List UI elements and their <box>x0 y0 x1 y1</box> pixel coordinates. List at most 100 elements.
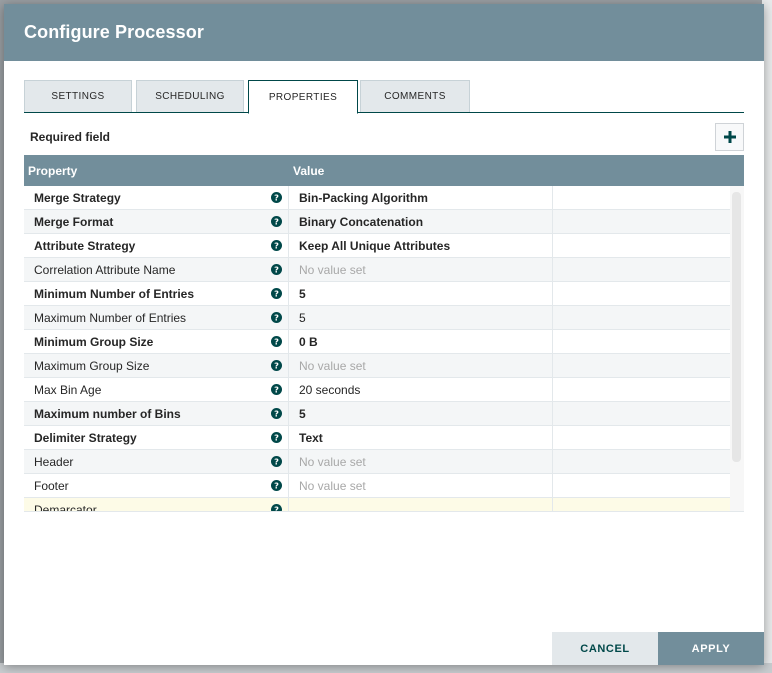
property-actions-cell <box>553 402 730 425</box>
table-row[interactable]: Attribute Strategy? Keep All Unique Attri… <box>24 234 744 258</box>
table-row[interactable]: Merge Strategy? Bin-Packing Algorithm <box>24 186 744 210</box>
table-row[interactable]: Header? No value set <box>24 450 744 474</box>
help-icon[interactable]: ? <box>271 504 282 512</box>
property-name: Delimiter Strategy <box>24 426 289 449</box>
property-name: Minimum Number of Entries <box>24 282 289 305</box>
table-row[interactable]: Delimiter Strategy? Text <box>24 426 744 450</box>
help-icon[interactable]: ? <box>271 432 282 443</box>
help-icon[interactable]: ? <box>271 480 282 491</box>
svg-text:?: ? <box>274 288 279 298</box>
tab-properties[interactable]: PROPERTIES <box>248 80 358 114</box>
add-property-button[interactable] <box>715 123 744 151</box>
property-value[interactable]: No value set <box>289 354 553 377</box>
property-value[interactable]: 5 <box>289 282 553 305</box>
background-bottom-edge <box>0 663 772 673</box>
svg-text:?: ? <box>274 432 279 442</box>
property-actions-cell <box>553 234 730 257</box>
property-name: Header <box>24 450 289 473</box>
plus-icon <box>723 131 736 143</box>
scrollbar-thumb[interactable] <box>732 192 741 462</box>
table-row[interactable]: Merge Format? Binary Concatenation <box>24 210 744 234</box>
table-row[interactable]: Maximum number of Bins? 5 <box>24 402 744 426</box>
svg-text:?: ? <box>274 216 279 226</box>
property-actions-cell <box>553 282 730 305</box>
svg-text:?: ? <box>274 408 279 418</box>
help-icon[interactable]: ? <box>271 360 282 371</box>
dialog-title: Configure Processor <box>24 22 204 42</box>
table-row[interactable]: Max Bin Age? 20 seconds <box>24 378 744 402</box>
property-name: Merge Strategy <box>24 186 289 209</box>
cancel-button[interactable]: CANCEL <box>552 632 658 665</box>
property-value[interactable]: Text <box>289 426 553 449</box>
column-header-value: Value <box>293 163 325 178</box>
table-body: Merge Strategy? Bin-Packing Algorithm Merg… <box>24 186 744 512</box>
property-value[interactable]: No value set <box>289 258 553 281</box>
table-row[interactable]: Footer? No value set <box>24 474 744 498</box>
property-actions-cell <box>553 258 730 281</box>
help-icon[interactable]: ? <box>271 312 282 323</box>
table-row[interactable]: Demarcator? <box>24 498 744 512</box>
table-row[interactable]: Maximum Group Size? No value set <box>24 354 744 378</box>
property-name: Maximum Group Size <box>24 354 289 377</box>
property-value[interactable]: No value set <box>289 450 553 473</box>
help-icon[interactable]: ? <box>271 408 282 419</box>
dialog-header: Configure Processor <box>4 4 764 61</box>
property-name: Minimum Group Size <box>24 330 289 353</box>
property-value[interactable]: 5 <box>289 402 553 425</box>
help-icon[interactable]: ? <box>271 192 282 203</box>
property-value[interactable]: Keep All Unique Attributes <box>289 234 553 257</box>
property-name: Correlation Attribute Name <box>24 258 289 281</box>
help-icon[interactable]: ? <box>271 288 282 299</box>
tab-settings[interactable]: SETTINGS <box>24 80 132 112</box>
property-name: Footer <box>24 474 289 497</box>
property-actions-cell <box>553 450 730 473</box>
property-actions-cell <box>553 426 730 449</box>
help-icon[interactable]: ? <box>271 240 282 251</box>
property-value[interactable]: 5 <box>289 306 553 329</box>
properties-table: Property Value Merge Strategy? Bin-Packin… <box>24 155 744 512</box>
help-icon[interactable]: ? <box>271 336 282 347</box>
table-header: Property Value <box>24 155 744 186</box>
property-value[interactable]: 20 seconds <box>289 378 553 401</box>
property-name: Maximum Number of Entries <box>24 306 289 329</box>
svg-text:?: ? <box>274 360 279 370</box>
svg-text:?: ? <box>274 264 279 274</box>
property-value[interactable]: Bin-Packing Algorithm <box>289 186 553 209</box>
help-icon[interactable]: ? <box>271 216 282 227</box>
property-actions-cell <box>553 474 730 497</box>
help-icon[interactable]: ? <box>271 456 282 467</box>
property-value[interactable]: Binary Concatenation <box>289 210 553 233</box>
tab-bar: SETTINGS SCHEDULING PROPERTIES COMMENTS <box>24 80 744 114</box>
table-row[interactable]: Minimum Number of Entries? 5 <box>24 282 744 306</box>
property-actions-cell <box>553 210 730 233</box>
table-row[interactable]: Maximum Number of Entries? 5 <box>24 306 744 330</box>
property-name: Attribute Strategy <box>24 234 289 257</box>
property-value[interactable]: 0 B <box>289 330 553 353</box>
required-field-label: Required field <box>30 130 111 144</box>
apply-button[interactable]: APPLY <box>658 632 764 665</box>
table-row[interactable]: Correlation Attribute Name? No value set <box>24 258 744 282</box>
property-actions-cell <box>553 306 730 329</box>
tab-scheduling[interactable]: SCHEDULING <box>136 80 244 112</box>
column-header-property: Property <box>28 163 78 178</box>
svg-text:?: ? <box>274 456 279 466</box>
svg-text:?: ? <box>274 240 279 250</box>
table-row[interactable]: Minimum Group Size? 0 B <box>24 330 744 354</box>
tab-comments[interactable]: COMMENTS <box>360 80 470 112</box>
property-name: Demarcator <box>24 498 289 511</box>
svg-text:?: ? <box>274 384 279 394</box>
property-actions-cell <box>553 498 730 511</box>
svg-text:?: ? <box>274 336 279 346</box>
svg-text:?: ? <box>274 312 279 322</box>
svg-text:?: ? <box>274 480 279 490</box>
property-name: Max Bin Age <box>24 378 289 401</box>
property-actions-cell <box>553 378 730 401</box>
property-actions-cell <box>553 330 730 353</box>
svg-text:?: ? <box>274 504 279 512</box>
background-right-edge <box>762 0 772 673</box>
help-icon[interactable]: ? <box>271 264 282 275</box>
help-icon[interactable]: ? <box>271 384 282 395</box>
property-value[interactable] <box>289 498 553 511</box>
property-value[interactable]: No value set <box>289 474 553 497</box>
property-actions-cell <box>553 354 730 377</box>
